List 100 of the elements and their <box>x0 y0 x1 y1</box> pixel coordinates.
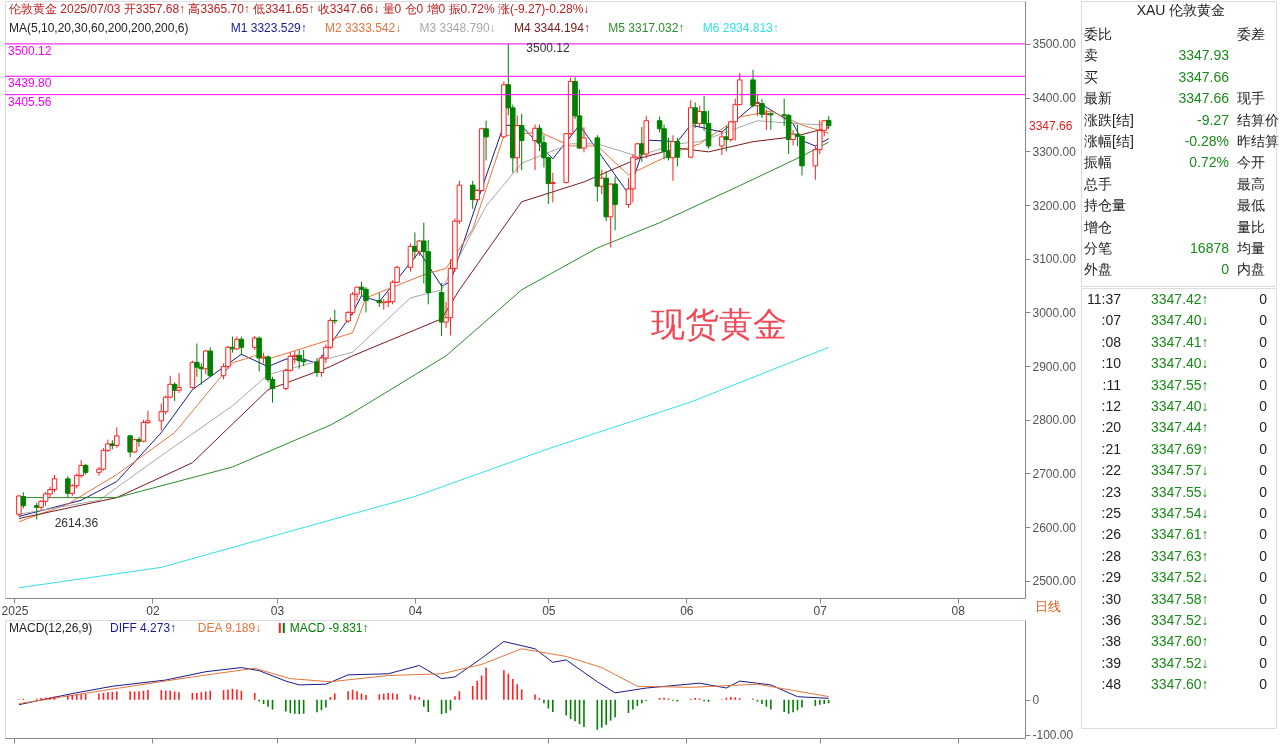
x-tick-label: 02 <box>146 603 160 618</box>
text: 3347.93 <box>1178 47 1230 64</box>
text: 3347.44↑ <box>1151 419 1209 436</box>
y-tick-label: 3400.00 <box>1032 91 1077 106</box>
text: 今开 <box>1237 154 1265 171</box>
text: 0 <box>1259 569 1268 586</box>
text: 0 <box>1259 440 1268 457</box>
text: M2 3333.542↓ <box>325 21 402 35</box>
ref-line-label: 3500.12 <box>8 43 52 58</box>
text: :36 <box>1101 612 1122 628</box>
line-series <box>18 346 830 589</box>
text: 3347.42↑ <box>1151 291 1209 307</box>
candlestick <box>363 286 369 313</box>
text: 量比 <box>1237 218 1265 235</box>
x-tick-label: 08 <box>951 603 966 618</box>
text: :10 <box>1101 355 1122 372</box>
text: 3347.66 <box>1029 118 1073 133</box>
text: :38 <box>1101 633 1122 650</box>
text: 0.72% <box>1189 154 1229 171</box>
text: 3347.60↑ <box>1151 633 1209 650</box>
text: 0 <box>1221 261 1230 278</box>
candlestick <box>314 357 320 378</box>
candlestick <box>759 98 765 119</box>
text: 16878 <box>1190 240 1230 256</box>
text: :29 <box>1101 569 1122 586</box>
text: 卖 <box>1084 47 1098 64</box>
candlestick <box>768 111 774 131</box>
legend-title: MA(5,10,20,30,60,200,200,200,6) <box>9 21 189 35</box>
text: -0.28% <box>1184 133 1229 149</box>
text: 11:37 <box>1087 291 1122 307</box>
text: M1 3323.529↑ <box>230 21 307 35</box>
text: :30 <box>1101 590 1122 607</box>
text: 昨结算 <box>1237 133 1279 149</box>
text: 涨跌[结] <box>1084 111 1134 128</box>
text: 0 <box>1259 462 1268 479</box>
candlestick <box>692 101 698 129</box>
chart-title: 伦敦黄金 2025/07/03 开3357.68↑ 高3365.70↑ 低3341.65↑ 收3347.66↓ 量0 仓0 增0 振0.72% 涨(-9.27)-0.28%↓ <box>9 2 590 16</box>
text: 0 <box>1259 654 1268 671</box>
candlestick <box>790 129 796 146</box>
text: 3347.52↓ <box>1151 654 1209 671</box>
y-tick-label: 3100.00 <box>1032 252 1077 267</box>
candlestick <box>518 113 525 171</box>
text: 3347.40↓ <box>1151 398 1209 414</box>
text: 0 <box>1259 376 1268 393</box>
text: 0 <box>1259 355 1268 372</box>
legend-label: MACD -9.831↑ <box>289 621 369 635</box>
candlestick <box>176 372 182 394</box>
ref-line-label: 3405.56 <box>8 94 52 109</box>
x-tick-label: 05 <box>542 603 556 618</box>
text: 0 <box>1259 590 1268 607</box>
text: :26 <box>1101 526 1122 543</box>
text: :21 <box>1101 440 1122 457</box>
candlestick <box>483 120 489 161</box>
text: 0 <box>1259 312 1268 329</box>
y-tick-label: 2900.00 <box>1032 359 1077 374</box>
text: -9.27 <box>1197 111 1230 128</box>
annotation: 2614.36 <box>54 516 99 531</box>
candlestick <box>550 172 556 203</box>
text: M5 3317.032↑ <box>608 21 685 35</box>
text: :48 <box>1101 676 1122 693</box>
text: :39 <box>1101 654 1122 671</box>
text: 3347.55↑ <box>1151 376 1209 393</box>
text: 0 <box>1259 333 1268 350</box>
text: 最高 <box>1237 175 1265 192</box>
text: 买 <box>1084 68 1098 85</box>
y-tick-label: 3000.00 <box>1032 305 1077 320</box>
text: :22 <box>1101 462 1122 479</box>
text: 3347.60↑ <box>1151 676 1209 693</box>
text: 增仓 <box>1083 218 1112 235</box>
y-tick-label: 2800.00 <box>1032 413 1077 428</box>
text: 3347.40↓ <box>1151 312 1209 329</box>
text: 振幅 <box>1084 154 1112 171</box>
ref-line-label: 3439.80 <box>8 76 52 91</box>
y-tick-label: 2500.00 <box>1032 574 1077 589</box>
text: 0 <box>1259 633 1268 650</box>
text: 3347.63↑ <box>1151 547 1209 564</box>
candlestick <box>674 137 681 167</box>
text: 委比 <box>1084 26 1112 42</box>
x-tick-label: 06 <box>680 603 694 618</box>
text: 最低 <box>1237 197 1265 214</box>
x-tick-label: 2025 <box>1 603 29 618</box>
annotation: 3500.12 <box>526 40 571 55</box>
text: 现手 <box>1237 90 1265 107</box>
text: 0 <box>1259 505 1268 521</box>
text: 3347.66 <box>1178 90 1230 107</box>
text: 持仓量 <box>1084 197 1126 214</box>
candlestick <box>719 130 725 156</box>
y-tick-label: 2700.00 <box>1032 466 1077 481</box>
text: 0 <box>1259 291 1268 307</box>
text: 3347.69↑ <box>1151 440 1209 457</box>
text: 3347.52↓ <box>1151 612 1209 628</box>
x-tick-label: 03 <box>270 603 285 618</box>
text: 外盘 <box>1084 261 1112 278</box>
text: 总手 <box>1083 175 1112 192</box>
text: XAU 伦敦黄金 <box>1136 2 1226 18</box>
text: 最新 <box>1084 90 1112 107</box>
y-tick-label: 3300.00 <box>1032 144 1077 159</box>
candlestick <box>581 126 587 153</box>
text: 3347.41↑ <box>1151 333 1209 350</box>
text: 0 <box>1259 612 1268 628</box>
